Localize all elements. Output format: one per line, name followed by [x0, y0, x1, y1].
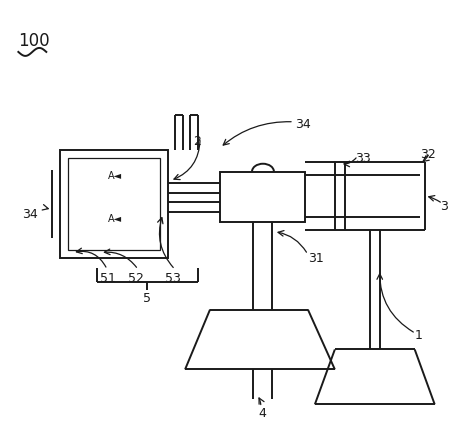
Text: 5: 5 — [143, 292, 151, 304]
Text: 52: 52 — [128, 271, 144, 285]
Text: 32: 32 — [419, 148, 436, 161]
Text: 4: 4 — [258, 407, 266, 420]
Text: 31: 31 — [308, 251, 324, 265]
Bar — [60, 150, 168, 258]
Text: 34: 34 — [22, 208, 38, 220]
Bar — [220, 172, 305, 222]
Text: 1: 1 — [415, 329, 423, 343]
Text: 33: 33 — [355, 152, 371, 165]
Text: A◄: A◄ — [108, 171, 122, 181]
Text: 34: 34 — [295, 118, 310, 131]
Text: 3: 3 — [440, 200, 447, 213]
Text: A◄: A◄ — [108, 214, 122, 223]
Text: 53: 53 — [165, 271, 181, 285]
Bar — [68, 158, 160, 250]
Text: 2: 2 — [193, 135, 201, 148]
Text: 51: 51 — [100, 271, 116, 285]
Text: 100: 100 — [18, 32, 50, 50]
